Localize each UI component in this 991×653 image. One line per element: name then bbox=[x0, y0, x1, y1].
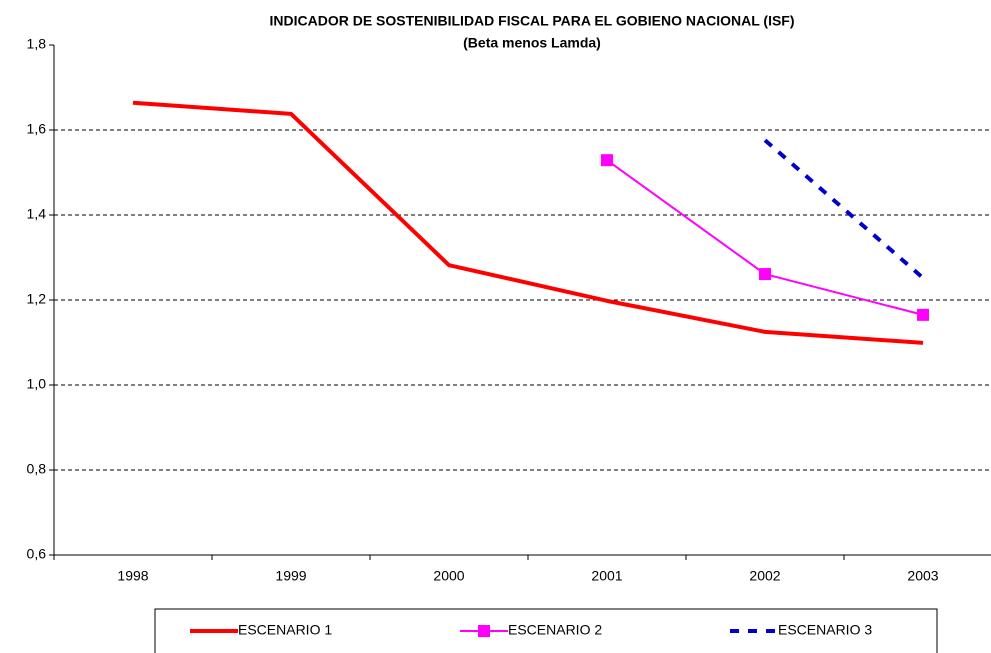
legend-box bbox=[154, 608, 938, 653]
legend-marker bbox=[478, 625, 490, 637]
x-tick-label: 2000 bbox=[433, 568, 464, 584]
y-tick-label: 1,8 bbox=[27, 36, 47, 52]
point-marker bbox=[601, 154, 613, 167]
y-tick-label: 0,6 bbox=[27, 546, 47, 562]
legend-label: ESCENARIO 2 bbox=[508, 622, 602, 638]
y-tick-label: 1,2 bbox=[27, 291, 47, 307]
x-tick-label: 1998 bbox=[117, 568, 148, 584]
chart-title: INDICADOR DE SOSTENIBILIDAD FISCAL PARA … bbox=[269, 13, 794, 29]
x-tick-label: 2001 bbox=[591, 568, 622, 584]
x-tick-label: 1999 bbox=[275, 568, 306, 584]
series-line bbox=[132, 100, 924, 345]
point-marker bbox=[759, 268, 771, 281]
x-tick-label: 2003 bbox=[907, 568, 938, 584]
point-marker bbox=[917, 308, 929, 321]
y-tick-label: 1,0 bbox=[27, 376, 47, 392]
legend-label: ESCENARIO 1 bbox=[238, 622, 332, 638]
series-line bbox=[763, 138, 925, 280]
chart-subtitle: (Beta menos Lamda) bbox=[463, 35, 601, 51]
legend-label: ESCENARIO 3 bbox=[778, 622, 872, 638]
x-tick-label: 2002 bbox=[749, 568, 780, 584]
y-tick-label: 0,8 bbox=[27, 461, 47, 477]
y-tick-label: 1,4 bbox=[27, 206, 47, 222]
y-tick-label: 1,6 bbox=[27, 121, 47, 137]
